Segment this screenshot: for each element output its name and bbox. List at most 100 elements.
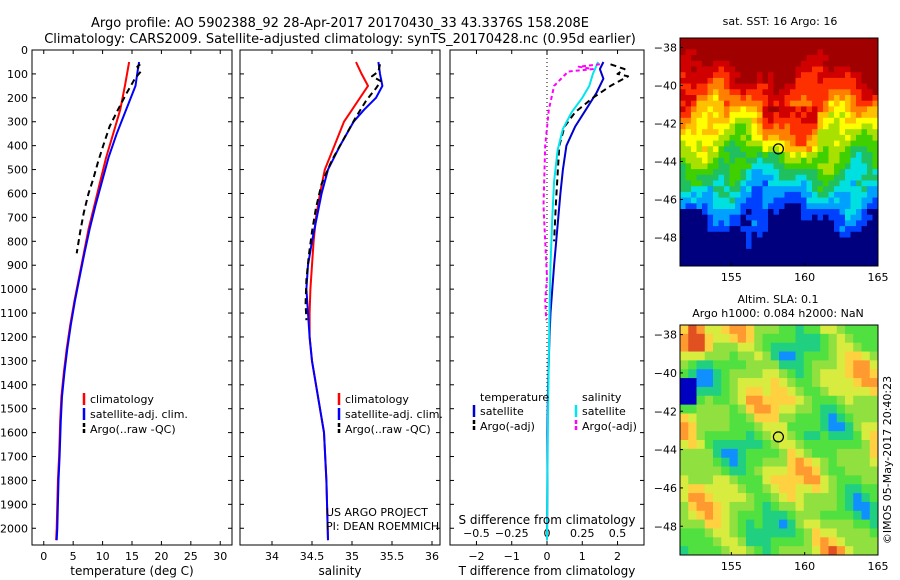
heatmap-cell [790,49,796,56]
heatmap-cell [702,134,708,141]
heatmap-cell [823,186,829,193]
heatmap-cell [872,134,879,141]
heatmap-cell [834,117,840,124]
heatmap-cell [718,140,725,147]
heatmap-cell [737,378,747,388]
heatmap-cell [861,457,871,467]
heatmap-cell [823,123,829,130]
heatmap-cell [718,237,725,244]
heatmap-cell [795,237,802,244]
heatmap-cell [869,466,879,476]
heatmap-cell [812,260,818,267]
heatmap-cell [757,55,763,62]
heatmap-cell [762,248,769,255]
heatmap-cell [729,146,736,153]
heatmap-cell [856,169,862,176]
heatmap-cell [685,117,692,124]
heatmap-cell [751,203,758,210]
heatmap-cell [834,254,840,261]
heatmap-cell [704,475,714,485]
heatmap-cell [680,77,686,84]
heatmap-cell [688,333,697,344]
heatmap-cell [768,100,774,107]
heatmap-cell [751,243,758,250]
heatmap-cell [718,197,725,204]
heatmap-cell [823,191,829,198]
heatmap-cell [729,237,736,244]
heatmap-cell [787,395,796,406]
heatmap-cell [724,243,730,250]
heatmap-cell [853,484,862,494]
heatmap-cell [828,413,838,423]
heatmap-cell [820,537,829,547]
depth-tick-label: 200 [7,92,28,105]
heatmap-cell [856,55,862,62]
sst-heatmap-cells [680,38,879,267]
heatmap-cell [834,260,840,267]
depth-tick-label: 900 [7,259,28,272]
heatmap-cell [801,248,807,255]
heatmap-cell [713,431,722,441]
heatmap-cell [784,77,791,84]
heatmap-cell [853,493,862,503]
heatmap-cell [713,484,722,494]
heatmap-cell [839,123,846,130]
heatmap-cell [754,351,763,361]
heatmap-cell [850,226,857,233]
heatmap-cell [801,237,807,244]
heatmap-cell [869,325,879,335]
heatmap-cell [853,395,862,406]
heatmap-cell [834,237,840,244]
heatmap-cell [729,95,736,102]
heatmap-cell [751,169,758,176]
heatmap-cell [746,72,752,79]
heatmap-cell [702,169,708,176]
heatmap-cell [784,248,791,255]
heatmap-cell [867,72,873,79]
heatmap-cell [779,386,788,397]
heatmap-cell [702,55,708,62]
heatmap-cell [812,123,818,130]
heatmap-cell [867,49,873,56]
heatmap-cell [773,163,780,170]
heatmap-cell [790,243,796,250]
heatmap-cell [713,395,722,406]
heatmap-cell [770,537,780,547]
heatmap-cell [696,448,706,459]
heatmap-cell [680,510,689,521]
heatmap-cell [795,404,805,414]
heatmap-cell [735,214,741,221]
heatmap-cell [713,351,722,361]
heatmap-cell [779,197,785,204]
heatmap-cell [856,220,862,227]
heatmap-cell [757,49,763,56]
heatmap-cell [735,123,741,130]
heatmap-cell [861,180,868,187]
heatmap-cell [784,66,791,73]
heatmap-cell [861,448,871,459]
heatmap-cell [869,378,879,388]
heatmap-cell [762,169,769,176]
heatmap-cell [707,226,714,233]
heatmap-cell [861,152,868,159]
heatmap-cell [707,260,714,267]
heatmap-cell [779,440,788,450]
heatmap-cell [801,66,807,73]
heatmap-cell [856,77,862,84]
heatmap-cell [820,448,829,459]
heatmap-cell [718,117,725,124]
heatmap-cell [685,214,692,221]
heatmap-cell [713,38,719,45]
heatmap-cell [702,95,708,102]
heatmap-cell [696,333,706,344]
heatmap-cell [790,186,796,193]
heatmap-cell [685,163,692,170]
heatmap-cell [828,501,838,512]
heatmap-cell [850,243,857,250]
depth-tick-label: 1400 [0,379,28,392]
heatmap-cell [828,431,838,441]
heatmap-cell [696,378,706,388]
heatmap-cell [740,72,747,79]
heatmap-cell [784,146,791,153]
heatmap-cell [872,214,879,221]
